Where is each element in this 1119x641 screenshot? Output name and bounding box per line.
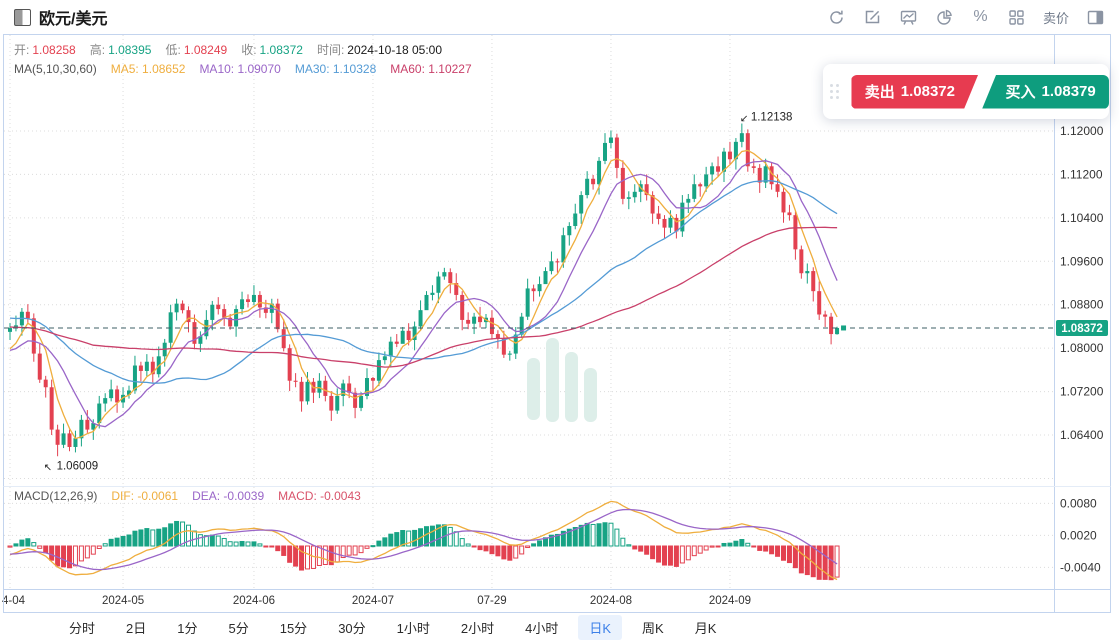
tab-1min[interactable]: 1分: [177, 620, 198, 636]
macd-pane: [7, 500, 840, 581]
pie-icon[interactable]: [935, 8, 954, 27]
pane-borders: [3, 34, 1111, 613]
svg-text:1.09600: 1.09600: [1060, 254, 1104, 268]
low-value: 1.08249: [183, 42, 228, 57]
svg-text:1.10400: 1.10400: [1060, 211, 1104, 225]
panel-toggle-icon[interactable]: [1086, 8, 1105, 27]
ma-title: MA(5,10,30,60): [14, 62, 97, 76]
title-bar: 欧元/美元 % 卖价: [0, 0, 1119, 34]
time-value: 2024-10-18 05:00: [347, 42, 443, 57]
svg-text:2024-09: 2024-09: [709, 595, 751, 607]
toolbar: % 卖价: [827, 8, 1105, 27]
buy-button[interactable]: 买入 1.08379: [982, 74, 1109, 109]
kline-board-icon[interactable]: [899, 8, 918, 27]
tab-5min[interactable]: 5分: [228, 620, 249, 636]
macd-title: MACD(12,26,9): [14, 489, 98, 503]
refresh-icon[interactable]: [827, 8, 846, 27]
close-label: 收:: [241, 43, 257, 57]
svg-text:1.08372: 1.08372: [1061, 323, 1103, 335]
ohlc-info-row: 开: 1.08258 高: 1.08395 低: 1.08249 收: 1.08372 …: [14, 41, 456, 58]
high-label: 高:: [89, 43, 106, 57]
ma5-value: MA5: 1.08652: [110, 62, 186, 76]
ma10-value: MA10: 1.09070: [199, 62, 281, 76]
dif-value: DIF: -0.0061: [111, 489, 179, 503]
percent-icon[interactable]: %: [973, 8, 988, 25]
tab-weekly-k[interactable]: 周K: [642, 620, 664, 636]
ma-info-row: MA(5,10,30,60) MA5: 1.08652 MA10: 1.0907…: [14, 62, 486, 76]
tab-2day[interactable]: 2日: [126, 620, 147, 636]
tab-30min[interactable]: 30分: [338, 620, 366, 636]
high-value: 1.08395: [108, 42, 152, 57]
sell-label: 卖出: [864, 84, 895, 101]
svg-text:0.0080: 0.0080: [1060, 496, 1097, 510]
draw-icon[interactable]: [863, 8, 882, 27]
svg-text:1.06400: 1.06400: [1060, 428, 1104, 442]
tab-2hour[interactable]: 2小时: [460, 620, 495, 636]
close-value: 1.08372: [259, 42, 303, 57]
svg-text:1.07200: 1.07200: [1060, 385, 1104, 399]
axis-labels: 1.12000 1.11200 1.10400 1.09600 1.08800 1.080…: [2, 124, 1104, 607]
macd-info-row: MACD(12,26,9) DIF: -0.0061 DEA: -0.0039 …: [14, 489, 375, 503]
dea-value: DEA: -0.0039: [192, 489, 265, 503]
buy-price: 1.08379: [1041, 83, 1096, 100]
tab-fenshi[interactable]: 分时: [69, 620, 96, 636]
svg-text:-0.0040: -0.0040: [1060, 560, 1101, 574]
tab-15min[interactable]: 15分: [279, 620, 308, 636]
pair-icon: [14, 8, 31, 26]
svg-text:2024-08: 2024-08: [590, 595, 632, 607]
svg-text:1.11200: 1.11200: [1060, 167, 1103, 181]
svg-text:↙: ↙: [740, 114, 748, 125]
macd-value: MACD: -0.0043: [278, 489, 361, 503]
tab-4hour[interactable]: 4小时: [525, 620, 559, 636]
svg-text:4-04: 4-04: [2, 595, 26, 607]
svg-text:0.0020: 0.0020: [1060, 528, 1097, 542]
sell-button[interactable]: 卖出 1.08372: [851, 75, 978, 109]
tab-1hour[interactable]: 1小时: [396, 620, 430, 636]
open-label: 开:: [14, 43, 30, 57]
drag-handle[interactable]: [830, 84, 841, 99]
sell-price-toggle[interactable]: 卖价: [1042, 10, 1069, 26]
page-title: 欧元/美元: [39, 11, 108, 28]
buy-label: 买入: [1005, 84, 1036, 101]
svg-text:1.08000: 1.08000: [1060, 341, 1104, 355]
svg-text:2024-06: 2024-06: [233, 595, 275, 607]
tab-monthly-k[interactable]: 月K: [694, 620, 717, 636]
ma60-value: MA60: 1.10227: [390, 62, 472, 76]
sell-price: 1.08372: [900, 83, 955, 100]
open-value: 1.08258: [32, 42, 76, 57]
overlay-layer: 1.08372 ↙ 1.12138 ↖ 1.06009: [4, 112, 1108, 473]
svg-text:1.12138: 1.12138: [751, 112, 793, 124]
watermark: [527, 338, 597, 422]
svg-text:2024-05: 2024-05: [102, 595, 144, 607]
time-label: 时间:: [316, 43, 345, 57]
ma-lines-layer: [9, 149, 838, 440]
svg-text:1.12000: 1.12000: [1060, 124, 1104, 138]
svg-text:1.06009: 1.06009: [57, 460, 99, 472]
tab-daily-k[interactable]: 日K: [578, 614, 623, 640]
ma30-value: MA30: 1.10328: [294, 62, 377, 76]
trade-panel: 卖出 1.08372 买入 1.08379: [823, 64, 1109, 119]
layout-grid-icon[interactable]: [1007, 8, 1026, 27]
svg-text:07-29: 07-29: [477, 595, 506, 607]
svg-text:↖: ↖: [44, 462, 52, 473]
candles-layer: [8, 123, 840, 457]
svg-text:1.08800: 1.08800: [1060, 298, 1104, 312]
low-label: 低:: [165, 43, 181, 57]
period-tab-bar: 分时 2日 1分 5分 15分 30分 1小时 2小时 4小时 日K 周K 月K: [0, 613, 1119, 641]
svg-text:2024-07: 2024-07: [352, 595, 394, 607]
